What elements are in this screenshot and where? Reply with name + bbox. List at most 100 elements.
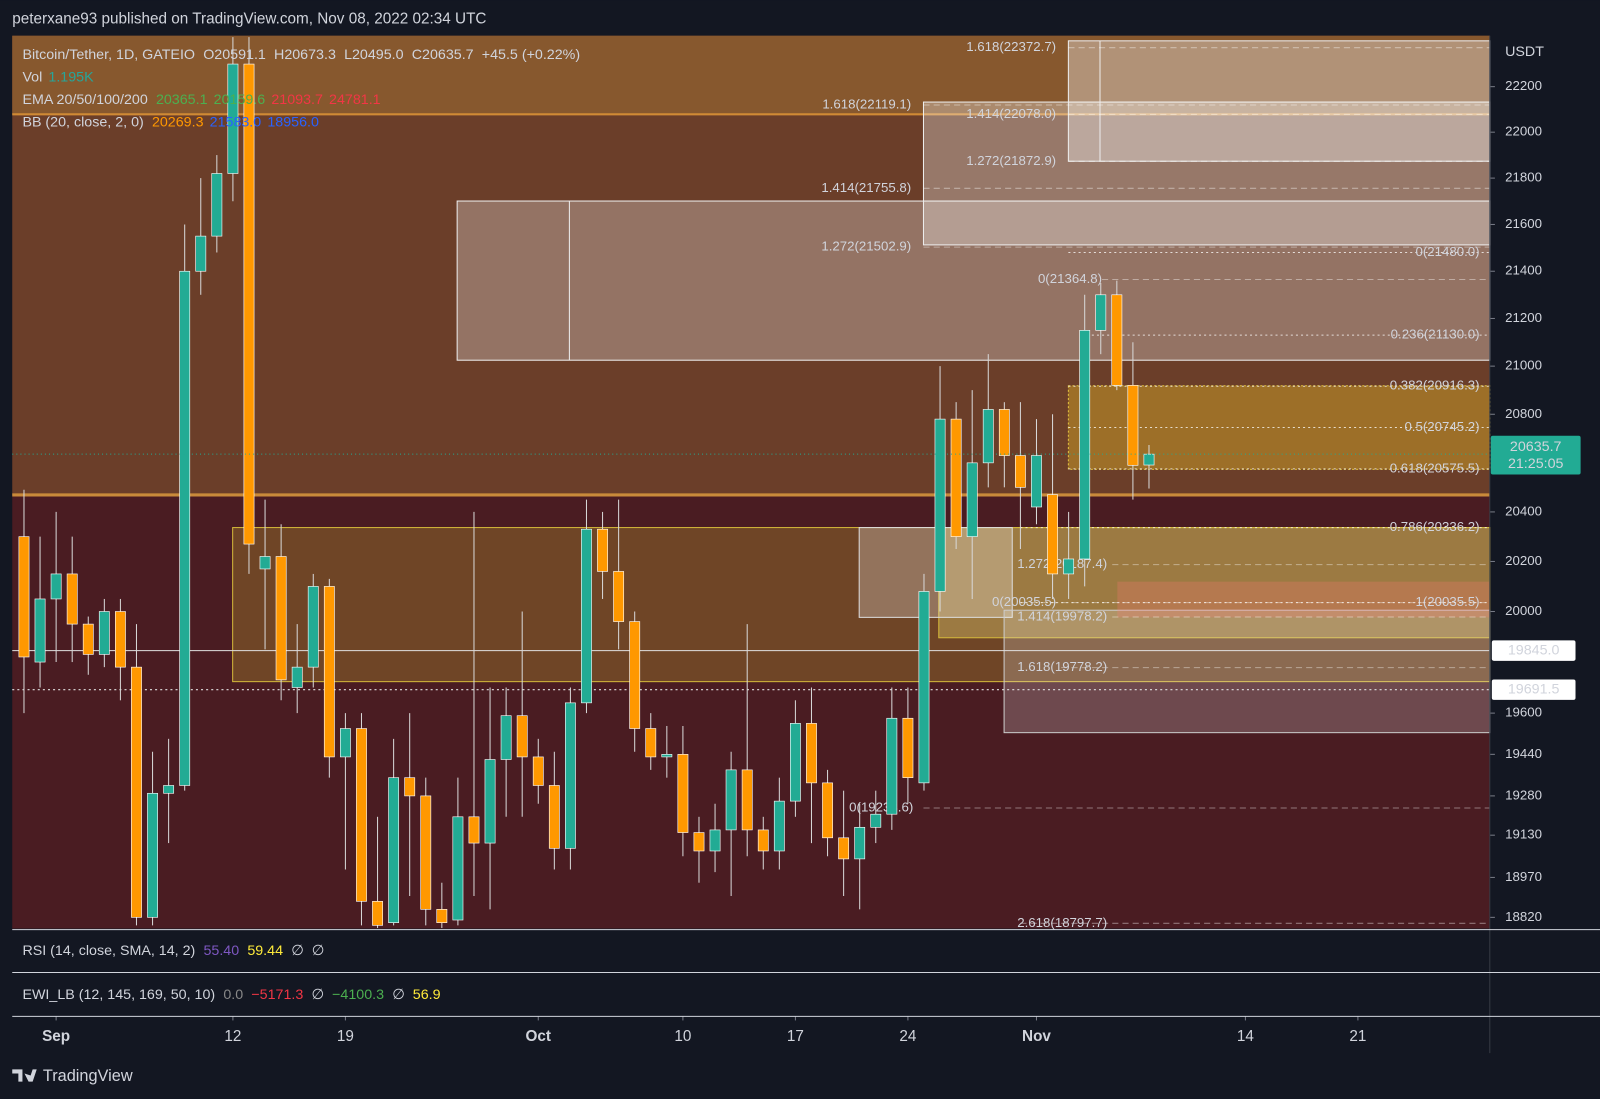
candle-body [66,573,78,625]
fib-label: 0.786(20336.2) [1390,519,1480,534]
candle-body [147,792,158,918]
candle-body [934,418,946,592]
candle-body [886,717,898,815]
y-tick-label: 22200 [1505,78,1542,93]
candle-body [275,556,287,681]
fib-label: 2.618(18797.7) [1017,915,1107,930]
currency: USDT [1505,44,1544,60]
candle-body [420,795,432,910]
bb-value: 20269.3 [152,114,204,130]
fib-label: 1(20035.5) [1415,594,1479,609]
fib-label: 0.382(20916.3) [1390,378,1480,393]
legend-ema: EMA 20/50/100/200 20365.1 20159.6 21093.7 24… [22,92,380,108]
candle-body [581,528,592,704]
y-tick-label: 18820 [1505,909,1542,924]
candle-body [661,754,673,758]
candle-body [323,586,335,758]
candle-body [243,63,255,545]
x-tick-label: 24 [899,1028,917,1045]
fib-label: 1.618(22372.7) [966,39,1056,54]
ema-value: 20365.1 [156,92,208,108]
candle-body [500,715,512,760]
candle-body [1047,494,1058,575]
fib-label: 1.414(19978.2) [1017,608,1107,623]
candle-body [211,173,223,237]
candle-body [854,826,866,860]
marks: 22200 22000 21800 21600 21400 21200 21000 20800… [12,37,1581,1045]
yellow-box [938,527,1491,639]
candle-body [484,759,496,844]
candle-body [1095,294,1107,331]
candle-body [1015,455,1026,488]
candle-body [452,816,464,921]
candle-body [966,462,978,537]
candle-body [436,909,448,923]
candle-body [790,723,801,802]
ema-name: EMA 20/50/100/200 [22,92,147,108]
candle-body [982,409,994,464]
x-tick-label: 17 [787,1028,804,1045]
ewi-value: 0.0 [223,987,243,1003]
rsi-legend: RSI (14, close, SMA, 14, 2) 55.40 59.44 ∅ ∅ [22,943,324,959]
high: H20673.3 [274,47,336,63]
fib-label: 0(20035.5) [992,594,1056,609]
y-tick-label: 20200 [1505,553,1542,568]
yellow-box [232,527,1491,683]
candle-body [356,728,367,902]
rsi-value: ∅ [291,943,303,959]
rsi-value: 59.44 [247,943,283,959]
fib-label: 0.5(20745.2) [1404,419,1479,434]
y-tick-label: 19130 [1505,827,1542,842]
ema-value: 21093.7 [271,92,323,108]
low: L20495.0 [344,47,404,63]
ewi-name: EWI_LB (12, 145, 169, 50, 10) [22,987,215,1003]
candle-body [82,623,94,655]
fib-label: 1.618(19778.2) [1017,659,1107,674]
symbol: Bitcoin/Tether, 1D, GATEIO [22,47,195,63]
y-tick-label: 21400 [1505,263,1542,278]
zone-top [12,35,1490,115]
candle-body [195,235,207,272]
publisher: peterxane93 published on TradingView.com… [12,10,486,27]
x-tick-label: 10 [674,1028,691,1045]
white-box [1003,609,1491,734]
candle-body [1079,330,1091,560]
x-tick-label: 21 [1349,1028,1366,1045]
candle-body [340,728,351,758]
candle-body [597,528,608,572]
candle-body [613,571,625,622]
y-tick-label: 19600 [1505,705,1542,720]
candle-body [693,832,705,852]
y-tick-label: 20000 [1505,603,1542,618]
candle-body [548,785,560,849]
y-tick-label: 21200 [1505,310,1542,325]
candle-body [131,666,142,918]
candle-body [998,409,1010,456]
white-box [456,200,1491,361]
y-tick-label: 20400 [1505,503,1542,518]
price-label-box [1491,679,1576,700]
y-tick-label: 21000 [1505,358,1542,373]
candle-body [773,800,785,852]
logo-text: TradingView [43,1067,133,1085]
candle-body [307,586,319,668]
fib-label: 1.414(22078.0) [966,106,1056,121]
candle-body [291,666,303,688]
candle-body [404,777,416,797]
fib-label: 0(21480.0) [1415,244,1479,259]
candle-body [115,611,126,668]
bb-value: 18956.0 [267,114,319,130]
y-tick-label: 19440 [1505,746,1542,761]
ema-value: 24781.1 [329,92,381,108]
plot-area [12,35,1491,929]
current-price-box [1490,435,1581,475]
fib-label: 1.272(21502.9) [821,239,911,254]
fib-label: 0.236(21130.0) [1391,327,1480,342]
ema-value: 20159.6 [214,92,266,108]
bb-name: BB (20, close, 2, 0) [22,114,143,130]
fib-label: 1.272(20187.4) [1017,556,1107,571]
candle-body [725,769,737,831]
candle-body [1127,385,1139,466]
